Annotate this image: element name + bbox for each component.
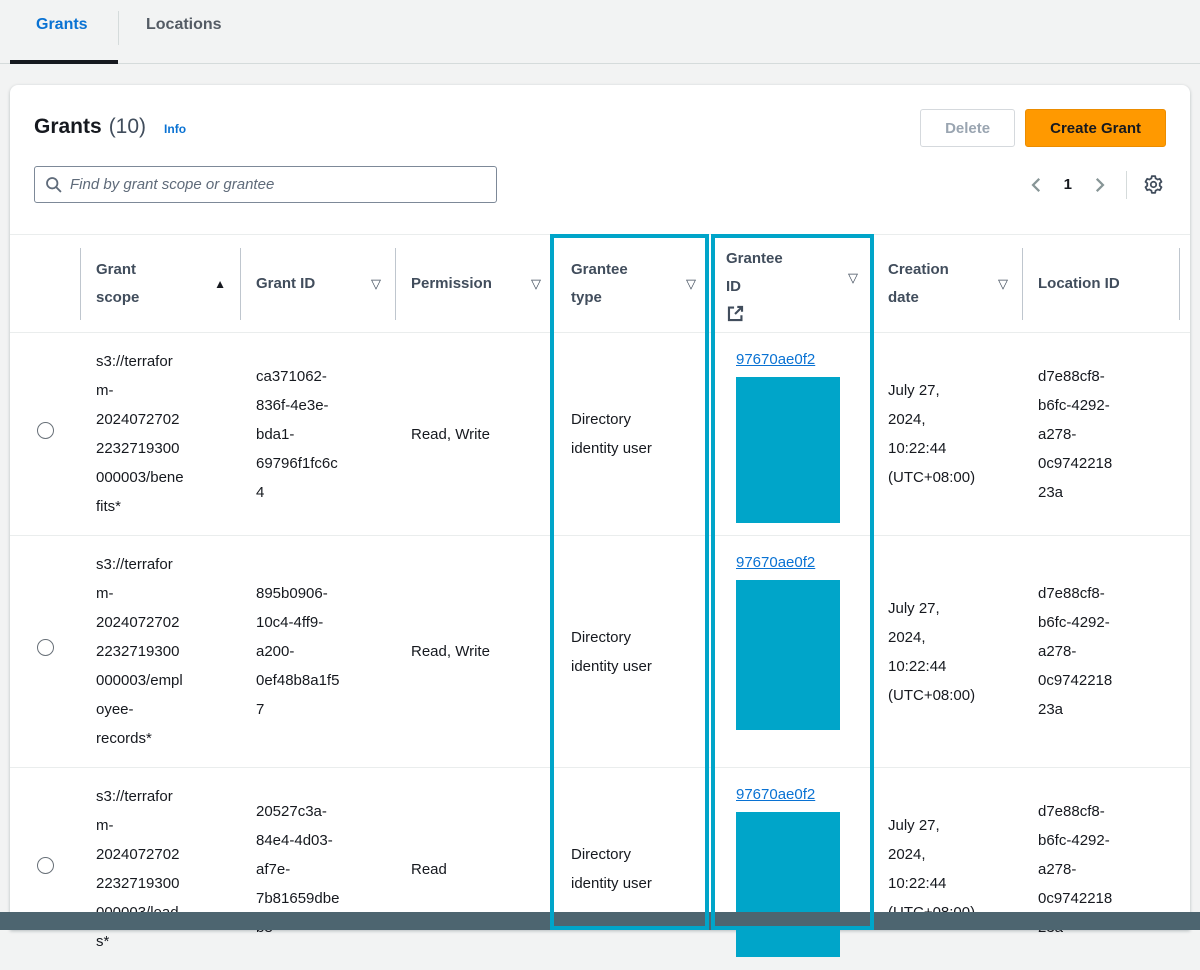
search-box[interactable] [34, 166, 497, 203]
grant-id-cell: 895b0906-10c4-4ff9-a200-0ef48b8a1f57 [256, 579, 340, 724]
sort-ascending-icon[interactable]: ▲ [214, 270, 226, 298]
creation-date-cell: July 27, 2024, 10:22:44 (UTC+08:00) [888, 376, 980, 492]
create-grant-button[interactable]: Create Grant [1025, 109, 1166, 147]
tab-locations[interactable]: Locations [146, 16, 222, 34]
permission-cell: Read [411, 855, 521, 884]
column-header-permission[interactable]: Permission ▽ [395, 235, 555, 333]
creation-date-cell: July 27, 2024, 10:22:44 (UTC+08:00) [888, 811, 980, 927]
next-page-button[interactable] [1088, 174, 1110, 196]
page-title: Grants [34, 115, 102, 139]
column-label: Grant scope [96, 256, 168, 312]
search-input[interactable] [70, 176, 486, 193]
preferences-button[interactable] [1141, 172, 1166, 197]
row-radio-button[interactable] [37, 422, 54, 439]
grant-scope-cell: s3://terraform-2024072702223271930000000… [96, 347, 184, 521]
s3-access-grants-page: { "tabs": [ { "label": "Grants", "active… [0, 0, 1200, 930]
pagination: 1 [1026, 171, 1166, 199]
grantee-id-column-highlight [711, 234, 874, 930]
column-label: Permission [411, 270, 492, 298]
column-header-location-id[interactable]: Location ID [1022, 235, 1190, 333]
sort-icon[interactable]: ▽ [998, 270, 1008, 298]
controls-row: 1 [10, 166, 1190, 203]
previous-page-button[interactable] [1026, 174, 1048, 196]
tabs-bar: Grants Locations [0, 0, 1200, 64]
location-id-cell: d7e88cf8-b6fc-4292-a278-0c974221823a [1038, 579, 1116, 724]
chevron-left-icon [1028, 176, 1046, 194]
chevron-right-icon [1090, 176, 1108, 194]
column-label: Location ID [1038, 270, 1120, 298]
permission-cell: Read, Write [411, 637, 521, 666]
header-actions: Delete Create Grant [920, 109, 1166, 147]
permission-cell: Read, Write [411, 420, 521, 449]
grantee-type-column-highlight [550, 234, 709, 930]
panel-header: Grants (10) Info Delete Create Grant [10, 85, 1190, 147]
column-label: Creation date [888, 256, 960, 312]
grant-id-cell: ca371062-836f-4e3e-bda1-69796f1fc6c4 [256, 362, 340, 507]
delete-button[interactable]: Delete [920, 109, 1015, 147]
sort-icon[interactable]: ▽ [371, 270, 381, 298]
tab-grants[interactable]: Grants [36, 16, 88, 34]
grants-count: (10) [109, 115, 146, 139]
title-group: Grants (10) Info [34, 109, 186, 139]
gear-icon [1143, 174, 1164, 195]
creation-date-cell: July 27, 2024, 10:22:44 (UTC+08:00) [888, 594, 980, 710]
column-header-grant-scope[interactable]: Grant scope ▲ [80, 235, 240, 333]
active-tab-underline [10, 60, 118, 64]
grant-scope-cell: s3://terraform-2024072702223271930000000… [96, 550, 184, 753]
tab-divider [118, 11, 119, 45]
info-link[interactable]: Info [164, 122, 186, 136]
select-column-header [10, 235, 80, 333]
search-icon [45, 176, 62, 193]
location-id-cell: d7e88cf8-b6fc-4292-a278-0c974221823a [1038, 362, 1116, 507]
column-header-grant-id[interactable]: Grant ID ▽ [240, 235, 395, 333]
sort-icon[interactable]: ▽ [531, 270, 541, 298]
pagination-divider [1126, 171, 1127, 199]
row-radio-button[interactable] [37, 639, 54, 656]
column-label: Grant ID [256, 270, 315, 298]
current-page-number[interactable]: 1 [1064, 176, 1072, 193]
row-radio-button[interactable] [37, 857, 54, 874]
column-header-creation-date[interactable]: Creation date ▽ [872, 235, 1022, 333]
